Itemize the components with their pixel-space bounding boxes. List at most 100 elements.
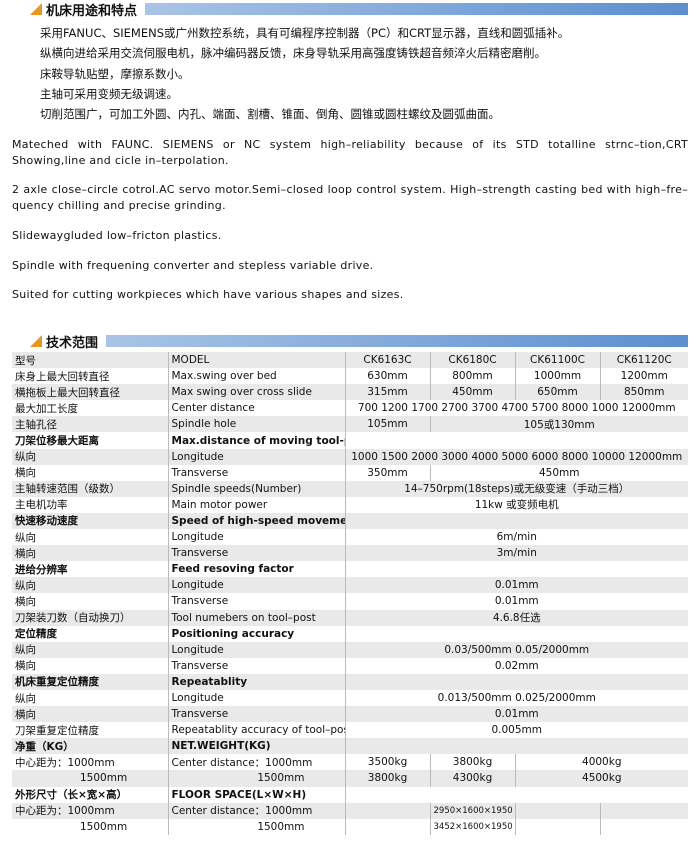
spec-row: 1500mm 1500mm 3800kg 4300kg 4500kg <box>12 770 688 787</box>
spec-value: 3452×1600×1950 <box>429 818 515 835</box>
header-icon <box>30 335 42 347</box>
row-label-en: Longitude <box>167 529 345 546</box>
spec-value: 6m/min <box>344 529 688 546</box>
empty-cell <box>344 738 688 755</box>
row-label-en: Repeatablity accuracy of tool–post <box>167 722 345 739</box>
spec-value: 0.01mm <box>344 577 688 594</box>
empty-cell <box>344 818 430 835</box>
row-label-en: 1500mm <box>167 770 345 787</box>
spec-row: 主电机功率 Main motor power 11kw 或变频电机 <box>12 496 688 513</box>
spec-value: 800mm <box>429 368 515 385</box>
feature-cn: 纵横向进给采用交流伺服电机，脉冲编码器反馈，床身导轨采用高强度铸铁超音频淬火后精… <box>40 46 546 60</box>
row-label-cn: 刀架重复定位精度 <box>15 724 99 737</box>
spec-row: 机床重复定位精度 Repeatablity <box>12 673 688 690</box>
row-label-cn: 横向 <box>12 706 168 723</box>
row-label-en: Longitude <box>167 577 345 594</box>
spec-row: 型号 MODEL CK6163C CK6180C CK61100C CK61120C <box>12 352 688 369</box>
row-label-en: Transverse <box>167 593 345 610</box>
spec-value: CK6180C <box>429 352 515 369</box>
empty-cell <box>344 512 688 530</box>
row-label-cn: 定位精度 <box>15 628 57 641</box>
spec-value: CK61100C <box>514 352 600 369</box>
row-label-en: Center distance <box>167 400 345 417</box>
spec-row: 最大加工长度 Center distance 700 1200 1700 2700 … <box>12 400 688 417</box>
row-label-cn: 床身上最大回转直径 <box>15 370 110 383</box>
empty-cell <box>599 802 688 819</box>
row-label-cn: 横向 <box>15 467 36 480</box>
spec-row: 刀架重复定位精度 Repeatablity accuracy of tool–po… <box>12 722 688 739</box>
spec-row: 纵向 Longitude 0.013/500mm 0.025/2000mm <box>12 689 688 707</box>
spec-value: 0.005mm <box>344 722 688 739</box>
spec-row: 外形尺寸（长×宽×高） FLOOR SPACE(L×W×H) <box>12 786 688 803</box>
empty-cell <box>514 802 600 819</box>
row-label-en: Transverse <box>167 706 345 723</box>
row-label-cn: 主轴转速范围（级数） <box>12 480 168 497</box>
spec-value: 630mm <box>344 368 430 385</box>
row-label-cn: 横向 <box>12 545 168 562</box>
spec-value: 0.03/500mm 0.05/2000mm <box>344 641 688 658</box>
spec-row: 纵向 Longitude 0.03/500mm 0.05/2000mm <box>12 641 688 658</box>
spec-value: 0.01mm <box>344 706 688 723</box>
row-label-cn: 1500mm <box>12 770 168 787</box>
row-label-en: Max swing over cross slide <box>167 384 345 401</box>
row-label-cn: 刀架装刀数（自动换刀） <box>12 609 168 626</box>
spec-row: 纵向 Longitude 6m/min <box>12 529 688 546</box>
spec-value: 0.02mm <box>344 657 688 674</box>
spec-row: 刀架位移最大距离 Max.distance of moving tool-post <box>12 432 688 449</box>
row-label-en: Transverse <box>167 545 345 562</box>
empty-cell <box>344 561 688 578</box>
spec-value: 1000mm <box>514 368 600 385</box>
row-label-en: Feed resoving factor <box>167 561 345 578</box>
empty-cell <box>514 818 600 835</box>
row-label-en: Longitude <box>167 641 345 658</box>
row-label-cn: 横向 <box>15 595 36 608</box>
row-label-en: Spindle hole <box>167 416 345 433</box>
spec-row: 定位精度 Positioning accuracy <box>12 625 688 642</box>
row-label-cn: 进给分辨率 <box>15 563 68 576</box>
spec-row: 横向 Transverse 0.01mm <box>12 593 688 610</box>
spec-value: 4500kg <box>514 770 688 787</box>
spec-row: 1500mm 1500mm 3452×1600×1950 <box>12 818 688 835</box>
feature-cn: 切削范围广，可加工外圆、内孔、端面、割槽、锥面、倒角、圆锥或圆柱螺纹及圆弧曲面。 <box>40 107 500 121</box>
feature-en: Slidewaygluded low–fricton plastics. <box>12 229 222 242</box>
empty-cell <box>344 625 688 642</box>
spec-row: 横向 Transverse 350mm 450mm <box>12 464 688 481</box>
row-label-en: Tool numebers on tool–post <box>167 609 345 626</box>
spec-row: 进给分辨率 Feed resoving factor <box>12 561 688 578</box>
header-bar <box>106 335 688 347</box>
row-label-cn: 主电机功率 <box>15 499 68 512</box>
spec-value: 450mm <box>429 464 688 481</box>
row-label-cn: 刀架位移最大距离 <box>15 435 99 448</box>
spec-row: 主轴转速范围（级数） Spindle speeds(Number) 14–750rp… <box>12 480 688 497</box>
features-header: 机床用途和特点 <box>12 0 688 19</box>
spec-value: 1200mm <box>599 368 688 385</box>
spec-value: 3500kg <box>344 754 430 771</box>
spec-row: 纵向 Longitude 0.01mm <box>12 577 688 594</box>
header-bar <box>145 3 688 15</box>
row-label-en: Max.swing over bed <box>167 368 345 385</box>
row-label-cn: 主轴孔径 <box>12 416 168 433</box>
spec-row: 中心距为：1000mm Center distance：1000mm 3500kg 3… <box>12 754 688 771</box>
row-label-cn: 横向 <box>15 660 36 673</box>
spec-value: 14–750rpm(18steps)或无级变速（手动三档） <box>344 480 688 497</box>
empty-cell <box>344 673 688 690</box>
row-label-cn: 型号 <box>12 352 168 369</box>
spec-row: 横向 Transverse 3m/min <box>12 545 688 562</box>
spec-value: 11kw 或变频电机 <box>344 496 688 513</box>
spec-value: 3800kg <box>344 770 430 787</box>
spec-value: 105mm <box>344 416 430 433</box>
row-label-cn: 快速移动速度 <box>12 512 168 530</box>
section-title: 技术范围 <box>46 335 99 351</box>
empty-cell <box>344 432 688 449</box>
row-label-cn: 中心距为：1000mm <box>15 756 115 769</box>
section-title: 机床用途和特点 <box>46 3 138 19</box>
row-label-cn: 中心距为：1000mm <box>12 802 168 819</box>
feature-en: 2 axle close–circle cotrol.AC servo moto… <box>12 183 688 212</box>
spec-value: 4300kg <box>429 770 515 787</box>
row-label-en: Center distance：1000mm <box>167 802 345 819</box>
spec-row: 刀架装刀数（自动换刀） Tool numebers on tool–post 4.6… <box>12 609 688 626</box>
row-label-en: Spindle speeds(Number) <box>167 480 345 497</box>
row-label-en: Positioning accuracy <box>167 625 345 642</box>
spec-value: CK6163C <box>344 352 430 369</box>
